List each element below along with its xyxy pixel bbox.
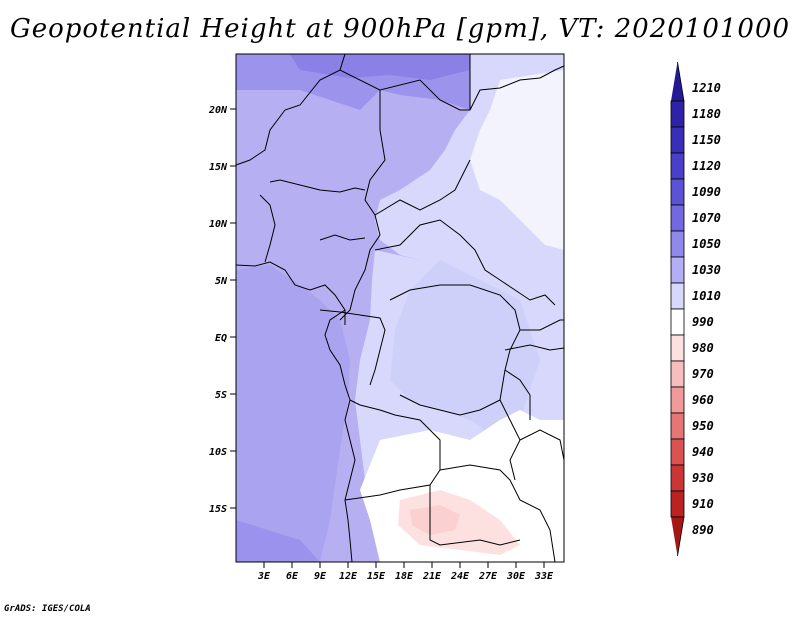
lon-label: 33E [534,571,554,582]
lon-label: 27E [478,571,498,582]
contour-990-northeast [470,70,564,250]
color-bar-swatch [670,360,685,388]
color-bar-label: 1150 [692,133,721,147]
lat-label: 10N [209,219,228,230]
color-bar-swatch [670,256,685,284]
color-bar-cap-bottom [671,516,685,557]
contour-980 [398,490,520,555]
color-bar-label: 990 [692,315,714,329]
lon-label: 24E [450,571,470,582]
color-bar-label: 1090 [692,185,721,199]
color-bar-label: 1030 [692,263,721,277]
color-bar-swatch [670,230,685,258]
contour-1090-north [290,54,470,80]
coastlines-borders [235,53,565,563]
color-bar-swatch [670,204,685,232]
lat-axis: 20N 15N 10N 5N EQ 5S 10S 15S [208,105,236,515]
color-bar-label: 970 [692,367,714,381]
lon-label: 18E [395,571,414,582]
color-bar-label: 910 [692,497,714,511]
color-bar-cap-top [671,61,685,102]
chart-title: Geopotential Height at 900hPa [gpm], VT:… [9,14,791,44]
lat-label: 15N [209,162,228,173]
color-bar-label: 890 [692,523,714,537]
color-bar-swatch [670,308,685,336]
color-bar-swatch [670,438,685,466]
map-panel [235,53,565,563]
color-bar-swatch [670,386,685,414]
lon-label: 3E [257,571,271,582]
lon-axis: 3E 6E 9E 12E 15E 18E 21E 24E 27E 30E 33E [257,562,554,582]
lat-label: 10S [209,447,227,458]
lon-label: 9E [314,571,327,582]
lon-label: 6E [286,571,299,582]
lat-label: EQ [215,333,227,344]
color-bar-label: 1050 [692,237,721,251]
color-bar-swatch [670,464,685,492]
footer-credit: GrADS: IGES/COLA [4,604,91,614]
color-bar-label: 1120 [692,159,721,173]
color-bar-label: 950 [692,419,714,433]
color-bar-swatch [670,126,685,154]
color-bar-swatch [670,490,685,518]
color-bar-label: 1180 [692,107,721,121]
color-bar-label: 940 [692,445,714,459]
color-bar-swatch [670,100,685,128]
color-bar-label: 1070 [692,211,721,225]
color-bar-swatch [670,178,685,206]
lat-label: 20N [208,105,228,116]
color-bar-legend: 1210 1180 1150 1120 1090 1070 1050 1030 1010 990 9… [670,61,721,557]
color-bar-label: 930 [692,471,714,485]
color-bar-swatch [670,152,685,180]
lat-label: 5N [215,276,228,287]
color-bar-label: 1210 [692,81,721,95]
lon-label: 30E [506,571,526,582]
color-bar-swatch [670,334,685,362]
contour-ocean [236,265,350,562]
contour-980-core [410,505,460,535]
color-bar-swatch [670,412,685,440]
map-frame [235,53,565,563]
color-bar-label: 1010 [692,289,721,303]
color-bar-swatch [670,282,685,310]
lat-label: 15S [209,504,227,515]
lon-label: 12E [339,571,358,582]
lon-label: 21E [422,571,442,582]
lon-label: 15E [367,571,386,582]
color-bar-label: 960 [692,393,714,407]
color-bar-label: 980 [692,341,714,355]
lat-label: 5S [215,390,227,401]
contour-1010-interior [390,260,540,440]
contour-1070-southwest [236,520,320,562]
